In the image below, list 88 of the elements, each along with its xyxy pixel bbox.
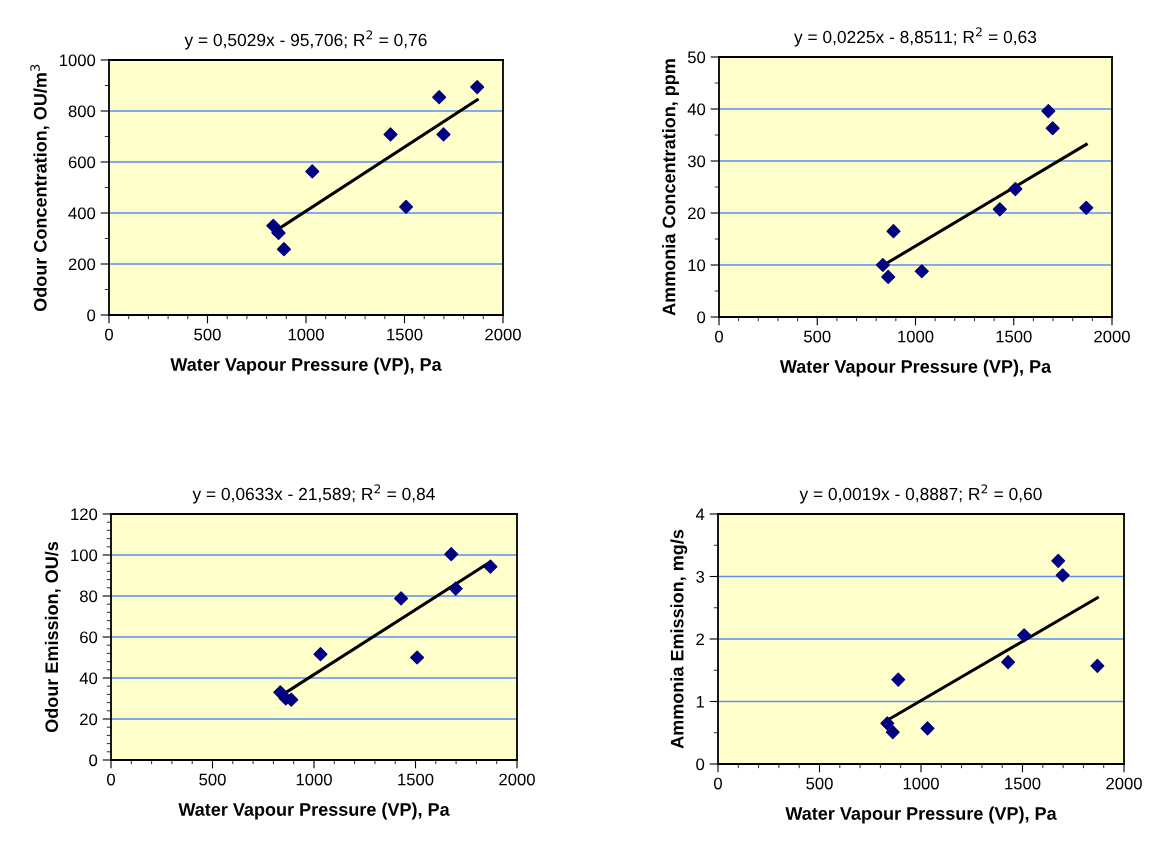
x-tick-label: 1000: [903, 777, 939, 790]
chart-title: y = 0,0633x - 21,589; R$^{2}$ = 0,84: [192, 484, 435, 504]
point: [483, 559, 498, 574]
y-tick-label: 200: [68, 258, 96, 271]
point: [992, 202, 1007, 217]
y-tick-label: 40: [79, 672, 98, 685]
x-tick-label: 0: [105, 328, 113, 341]
point: [399, 199, 414, 214]
point: [1008, 182, 1023, 197]
x-tick-label: 2000: [485, 328, 521, 341]
y-tick-label: 3: [696, 570, 705, 583]
y-tick-label: 1000: [60, 54, 96, 67]
x-tick-label: 1500: [398, 773, 434, 786]
point: [891, 672, 906, 687]
point: [305, 164, 320, 179]
point: [1017, 628, 1032, 643]
point: [394, 591, 409, 606]
x-axis-title: Water Vapour Pressure (VP), Pa: [779, 359, 1052, 377]
x-tick-label: 500: [194, 328, 221, 341]
y-axis-title: Ammonia Emission, mg/s: [670, 529, 688, 749]
chart-title: y = 0,0225x - 8,8511; R$^{2}$ = 0,63: [794, 27, 1037, 47]
point: [313, 647, 328, 662]
y-tick-label: 800: [68, 105, 96, 118]
y-tick-label: 1: [696, 696, 704, 708]
x-tick-label: 2000: [1094, 330, 1130, 343]
y-tick-label: 10: [688, 259, 706, 272]
x-axis-title: Water Vapour Pressure (VP), Pa: [178, 802, 450, 820]
x-tick-label: 500: [806, 777, 833, 790]
y-tick-label: 20: [80, 713, 98, 726]
point: [1090, 658, 1105, 673]
chart-title: y = 0,0019x - 0,8887; R$^{2}$ = 0,60: [799, 484, 1042, 504]
x-tick-label: 2000: [1106, 777, 1142, 790]
y-tick-label: 2: [696, 633, 704, 646]
y-tick-label: 120: [71, 508, 98, 521]
point: [1001, 655, 1016, 670]
x-tick-label: 1500: [1005, 777, 1041, 790]
y-tick-label: 4: [695, 508, 705, 521]
point: [914, 264, 929, 279]
point: [1045, 121, 1060, 136]
point: [885, 725, 900, 740]
x-tick-label: 1000: [288, 328, 324, 341]
point: [470, 79, 485, 95]
point: [383, 127, 398, 142]
x-tick-label: 0: [107, 773, 115, 786]
y-tick-label: 30: [687, 155, 706, 168]
y-tick-label: 600: [68, 156, 96, 169]
x-tick-label: 500: [199, 773, 226, 786]
x-tick-label: 0: [715, 330, 723, 343]
y-tick-label: 0: [697, 311, 706, 324]
point: [1041, 104, 1056, 119]
x-tick-label: 1000: [898, 330, 934, 343]
y-tick-label: 80: [79, 590, 98, 603]
x-axis-title: Water Vapour Pressure (VP), Pa: [170, 357, 442, 375]
x-tick-label: 2000: [499, 773, 535, 786]
x-tick-label: 1500: [387, 328, 423, 341]
point: [886, 224, 901, 239]
x-tick-label: 1500: [996, 330, 1032, 343]
point: [444, 547, 459, 562]
y-tick-label: 100: [71, 549, 98, 562]
point: [448, 581, 463, 596]
y-tick-label: 60: [80, 631, 98, 644]
point: [1079, 200, 1094, 215]
y-tick-label: 50: [687, 51, 706, 64]
x-tick-label: 500: [804, 330, 831, 343]
x-axis-title: Water Vapour Pressure (VP), Pa: [785, 806, 1057, 824]
y-tick-label: 0: [89, 754, 98, 767]
point: [1055, 568, 1070, 583]
point: [875, 257, 890, 273]
point: [271, 225, 286, 240]
y-tick-label: 400: [68, 207, 96, 220]
chart-title: y = 0,5029x - 95,706; R$^{2}$ = 0,76: [184, 30, 427, 50]
point: [880, 716, 895, 731]
point: [410, 650, 425, 665]
point: [436, 127, 451, 142]
y-tick-label: 40: [687, 103, 706, 116]
y-axis-title: Odour Concentration, OU/m$^{3}$: [30, 64, 50, 312]
x-tick-label: 1000: [296, 773, 332, 786]
y-axis-title: Ammonia Concentration, ppm: [662, 59, 679, 316]
point: [1051, 553, 1066, 568]
x-tick-label: 0: [714, 777, 722, 790]
y-axis-title: Odour Emission, OU/s: [44, 541, 61, 733]
point: [920, 721, 935, 736]
point: [276, 242, 291, 257]
y-tick-label: 0: [87, 309, 96, 322]
y-tick-label: 0: [696, 758, 705, 771]
y-tick-label: 20: [688, 207, 706, 220]
point: [432, 90, 447, 105]
point: [881, 269, 896, 285]
